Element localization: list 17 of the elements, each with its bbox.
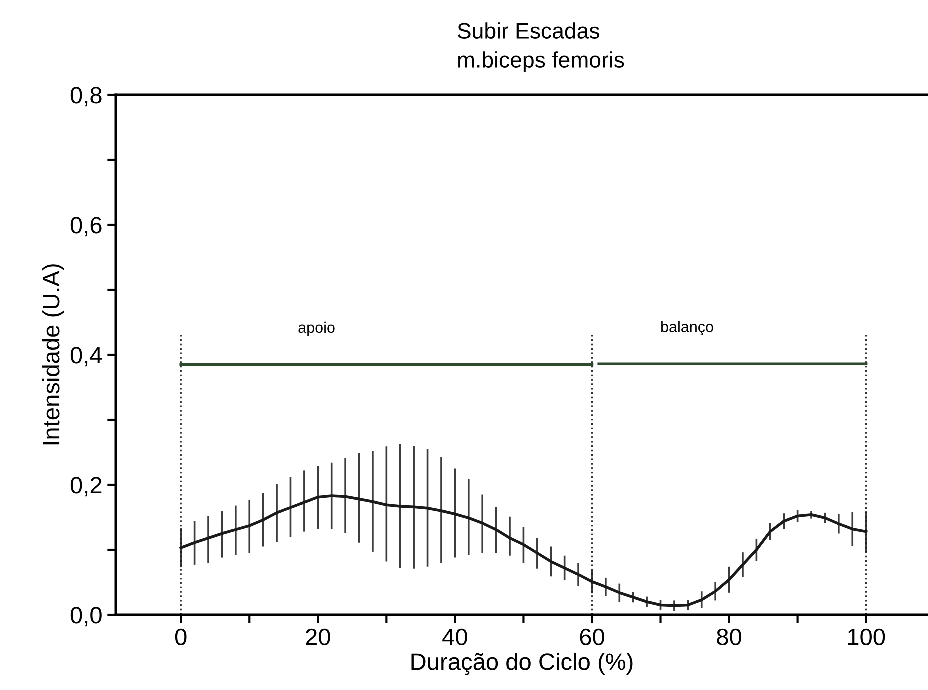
y-axis-title: Intensidade (U.A)	[42, 264, 64, 445]
chart-title: Subir Escadas	[458, 22, 600, 39]
chart-subtitle: m.biceps femoris	[458, 52, 624, 72]
y-tick-label: 0,0	[70, 607, 102, 627]
x-tick-label: 40	[442, 628, 468, 646]
x-tick-label: 0	[175, 628, 187, 646]
x-tick-label: 20	[306, 628, 330, 646]
y-tick-label: 0,8	[70, 87, 102, 107]
x-axis-title: Duração do Ciclo (%)	[412, 652, 633, 676]
annotation: apoio	[298, 322, 335, 336]
x-tick-label: 80	[717, 628, 742, 646]
x-tick-label: 60	[580, 628, 604, 646]
y-tick-label: 0,6	[70, 217, 102, 237]
annotation: balanço	[662, 321, 714, 336]
y-tick-label: 0,2	[70, 477, 102, 497]
y-tick-label: 0,4	[70, 347, 102, 367]
x-tick-label: 100	[848, 628, 886, 646]
